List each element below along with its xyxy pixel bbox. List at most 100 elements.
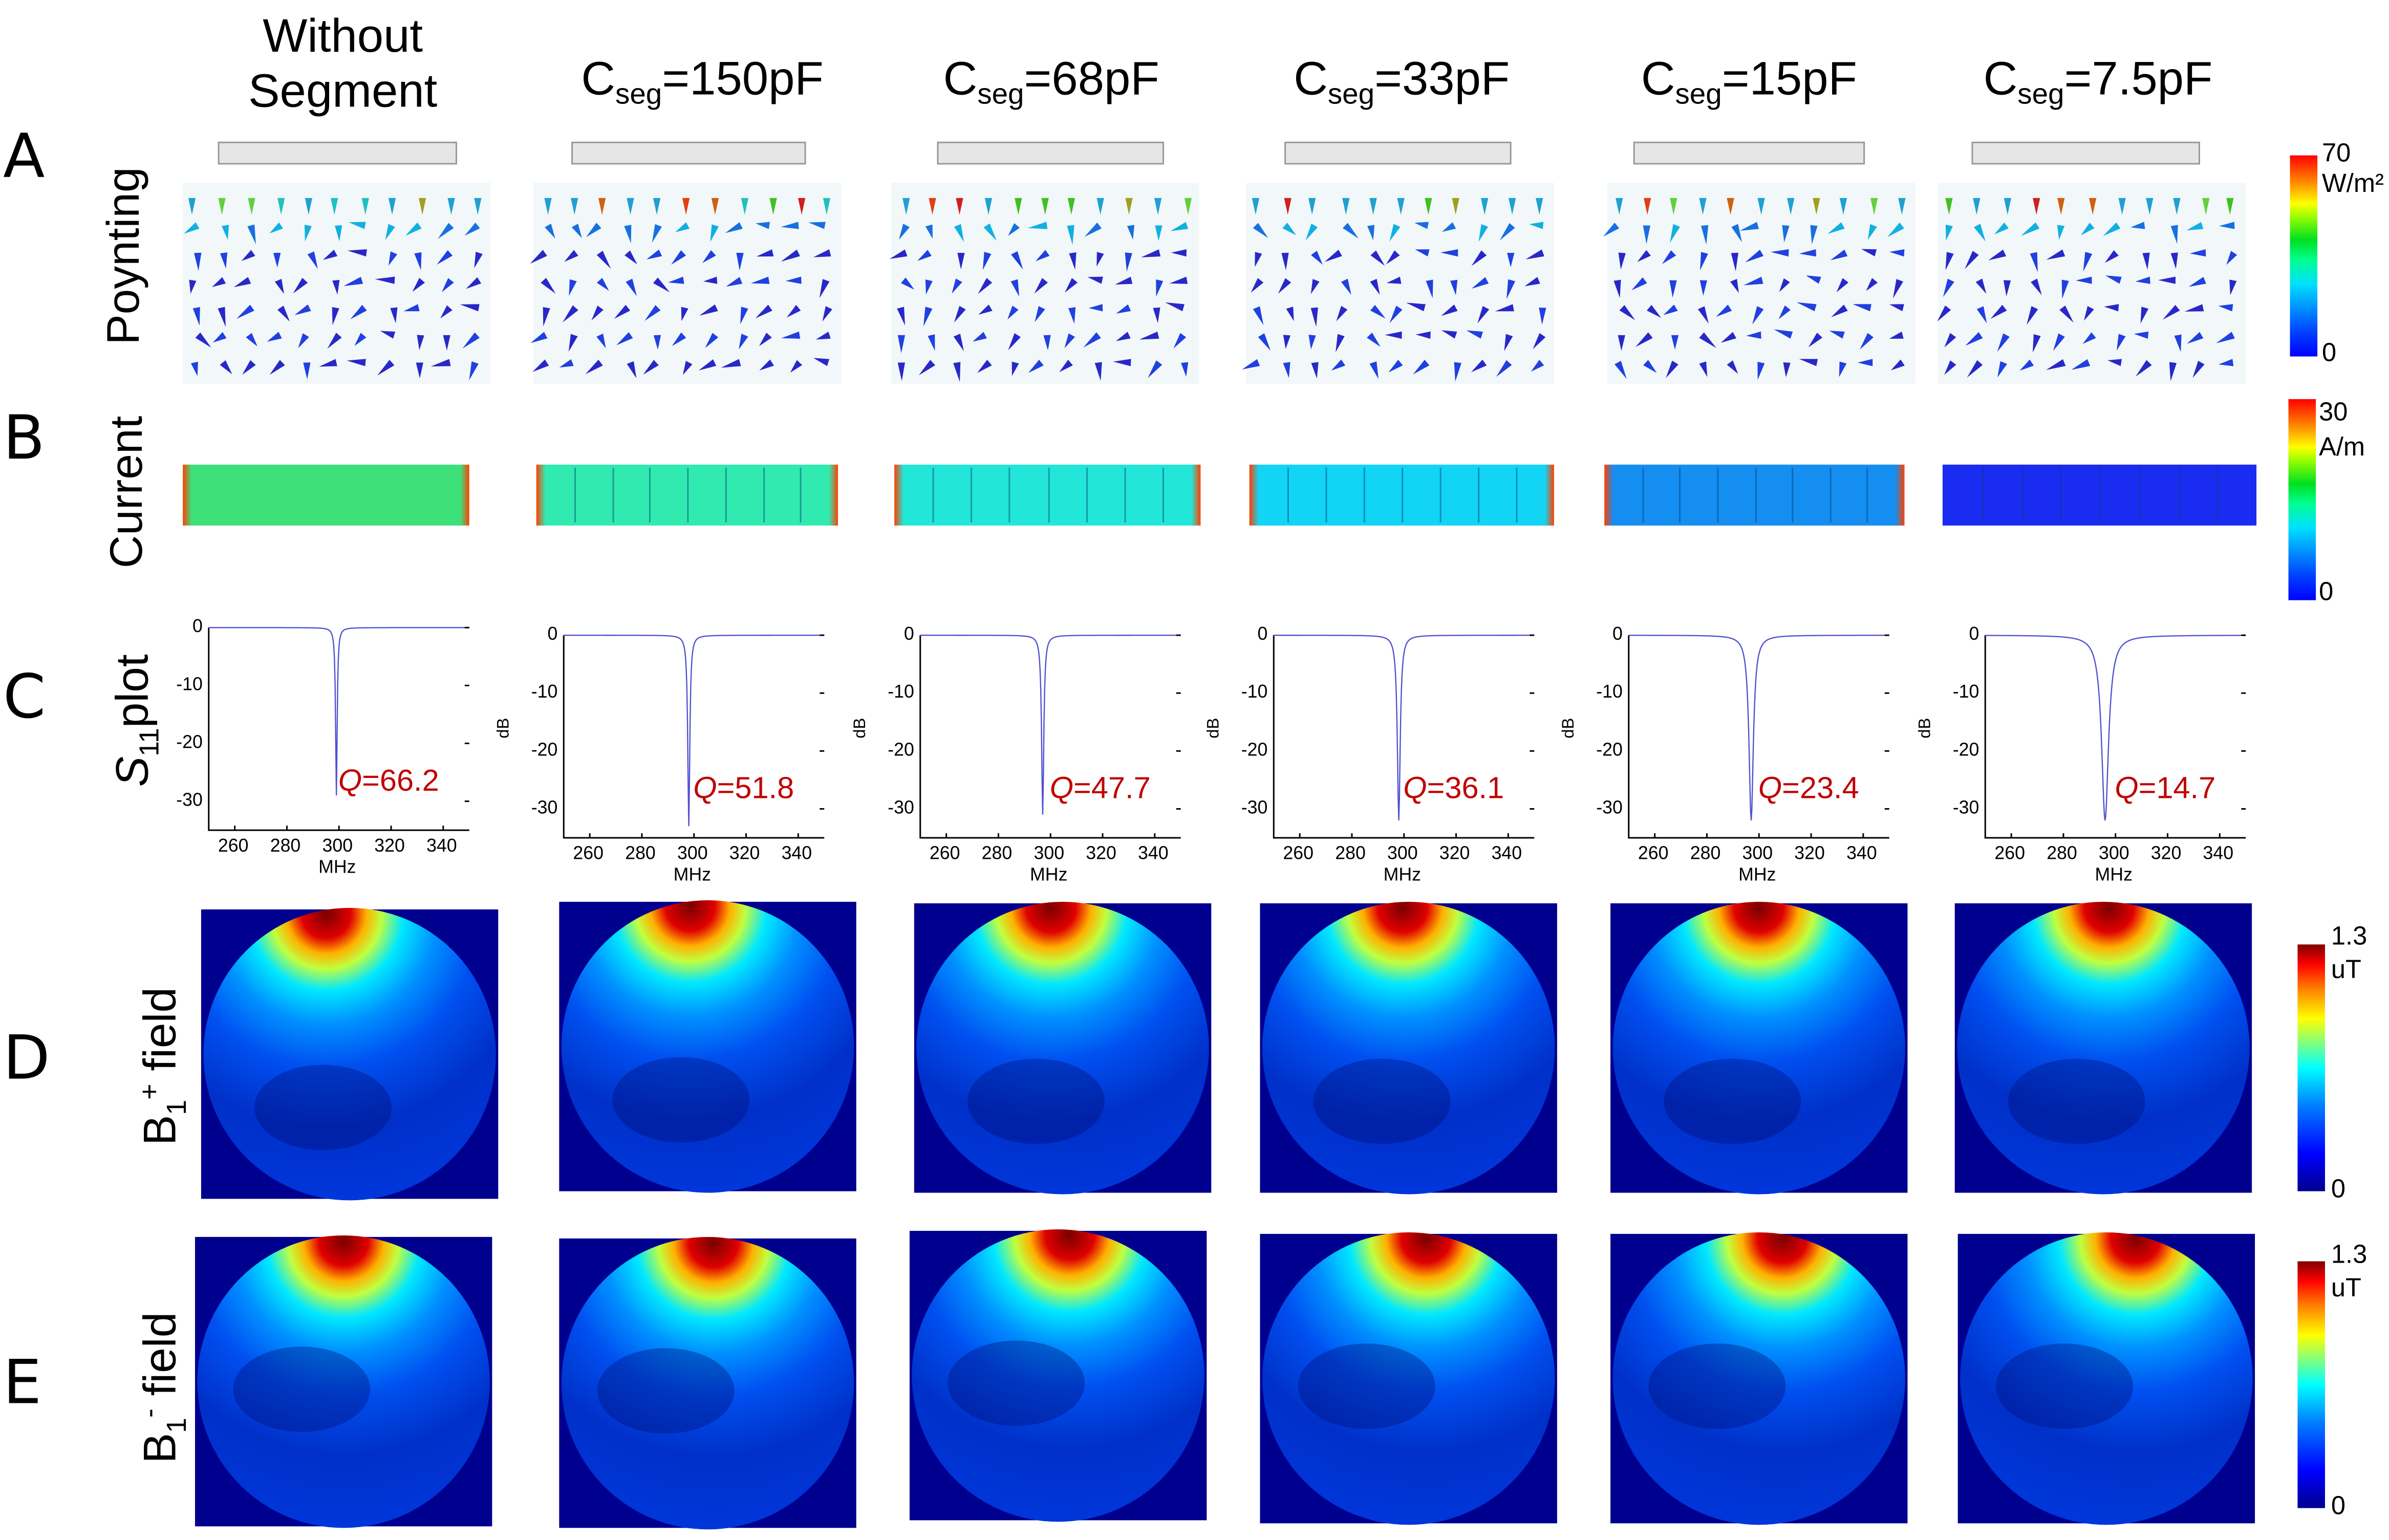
segment-gap [1754,467,1756,523]
x-tick-label: 280 [270,835,301,856]
poynting-arrow [1308,335,1316,350]
poynting-arrow [543,307,550,327]
poynting-arrow [596,250,611,269]
poynting-arrow [683,361,693,375]
y-tick-label: -10 [888,681,914,703]
poynting-arrow [897,362,905,381]
poynting-arrow [1115,276,1133,285]
poynting-arrow [1827,222,1845,234]
poynting-arrow [1787,198,1795,215]
poynting-arrow [739,334,748,350]
poynting-arrow [702,250,716,263]
y-tick-label: -20 [1952,739,1979,761]
poynting-arrow [269,222,283,234]
poynting-arrow [1068,307,1076,324]
poynting-arrow [390,307,398,323]
poynting-arrow [900,277,915,290]
poynting-arrow [2033,198,2040,215]
axes [563,635,825,839]
poynting-arrow [1007,306,1019,320]
poynting-arrow [1148,360,1163,378]
c-symbol: C [943,52,978,105]
poynting-arrow [212,277,226,287]
q-symbol: Q [2115,772,2139,806]
poynting-arrow [1367,332,1381,347]
poynting-arrow [1341,278,1351,295]
poynting-arrow [388,198,396,215]
poynting-vector-panel [1603,183,1915,384]
poynting-arrow [1415,331,1431,339]
s11-plot [563,634,825,839]
poynting-arrow [1810,225,1818,245]
b1plus-colorbar-unit: uT [2331,955,2361,984]
poynting-arrow [781,222,799,229]
poynting-arrow [2004,198,2012,215]
coil-element-bar [218,141,457,165]
poynting-arrow [571,224,582,238]
c-symbol: C [1983,52,2018,105]
q-symbol: Q [1403,772,1427,806]
poynting-arrow [417,335,424,351]
segment-gap [2021,467,2023,523]
poynting-arrow [1976,306,1987,323]
header-line-2: Segment [248,64,438,118]
poynting-arrow [1441,304,1458,316]
s11-curve [1274,635,1535,821]
y-tick-label: -10 [531,681,558,703]
poynting-arrow [785,276,802,284]
poynting-arrow [1944,333,1956,348]
poynting-arrow [1529,222,1544,229]
field-label: field [135,987,186,1084]
q-value: =14.7 [2138,772,2216,806]
poynting-arrow [319,359,337,367]
y-axis-label: dB [1204,718,1223,739]
poynting-arrow [978,305,993,315]
poynting-arrow [1251,278,1264,293]
poynting-arrow [1752,306,1764,324]
poynting-arrow [1242,359,1260,370]
segment-gap [2139,467,2141,523]
x-axis-label: MHz [318,856,356,878]
b1minus-field-map [559,1237,856,1530]
segment-gap [971,467,973,523]
b1plus-field-map [201,907,499,1201]
x-tick-label: 280 [981,842,1013,864]
poynting-arrow [953,362,961,382]
poynting-arrow [2135,360,2152,377]
poynting-arrow [1495,304,1514,312]
poynting-arrow [699,304,718,316]
poynting-arrow [1067,225,1074,245]
poynting-arrow [1662,250,1676,264]
poynting-arrow [1746,331,1761,339]
poynting-arrow [1997,361,2007,378]
poynting-arrow [1115,332,1131,341]
poynting-arrow [343,276,363,286]
current-colorbar [2288,399,2316,600]
poynting-arrow [277,198,285,215]
segment-gap [1829,467,1831,523]
segment-gap [762,467,764,523]
poynting-arrow [755,305,772,318]
x-axis-label: MHz [1030,863,1068,885]
poynting-arrow [1631,277,1647,291]
poynting-arrow [1967,360,1983,378]
segment-gap [1047,467,1049,523]
poynting-arrow [1008,223,1020,236]
poynting-arrow [1504,334,1513,352]
poynting-arrow [1615,360,1627,379]
segment-gap [612,467,614,523]
poynting-arrow [1342,198,1350,215]
poynting-arrow [653,277,670,293]
poynting-arrow [1441,330,1457,339]
poynting-arrow [1425,198,1432,215]
segment-gap [1402,467,1404,523]
poynting-arrow [1034,278,1048,294]
x-tick-label: 280 [1335,842,1366,864]
poynting-arrow [1471,250,1487,266]
poynting-arrow [653,335,661,350]
segment-gap [1086,467,1088,523]
poynting-arrow [1367,225,1375,241]
poynting-arrow [1699,198,1707,215]
poynting-arrow [1496,360,1512,377]
poynting-arrow [1965,332,1983,346]
